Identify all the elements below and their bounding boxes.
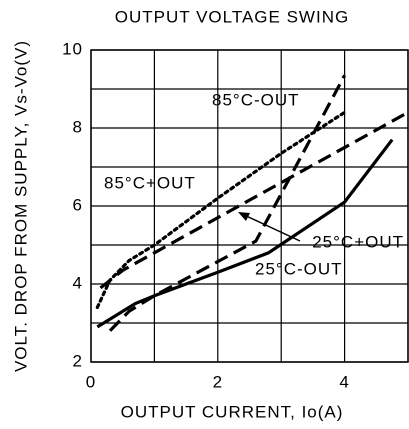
- x-tick-label: 0: [86, 372, 96, 391]
- y-tick-label: 6: [73, 195, 83, 214]
- plot-frame: [90, 49, 409, 363]
- y-tick-label: 4: [73, 273, 83, 292]
- y-tick-label: 2: [73, 351, 83, 370]
- series-label: 85°C-OUT: [212, 90, 300, 109]
- y-tick-label: 10: [62, 39, 83, 58]
- series-label: 85°C+OUT: [104, 173, 196, 192]
- x-axis-label: OUTPUT CURRENT, Io(A): [121, 402, 344, 421]
- y-tick-label: 8: [73, 117, 83, 136]
- series-label: 25°C-OUT: [255, 259, 343, 278]
- series-line: [96, 138, 394, 329]
- arrow-head: [238, 212, 250, 221]
- y-axis-label: VOLT. DROP FROM SUPPLY, Vs-Vo(V): [11, 40, 30, 372]
- series-label: 25°C+OUT: [312, 232, 404, 251]
- series-line: [108, 74, 347, 332]
- x-tick-label: 4: [339, 372, 349, 391]
- chart-title: OUTPUT VOLTAGE SWING: [115, 7, 349, 26]
- series-line: [99, 111, 409, 290]
- x-tick-label: 2: [213, 372, 223, 391]
